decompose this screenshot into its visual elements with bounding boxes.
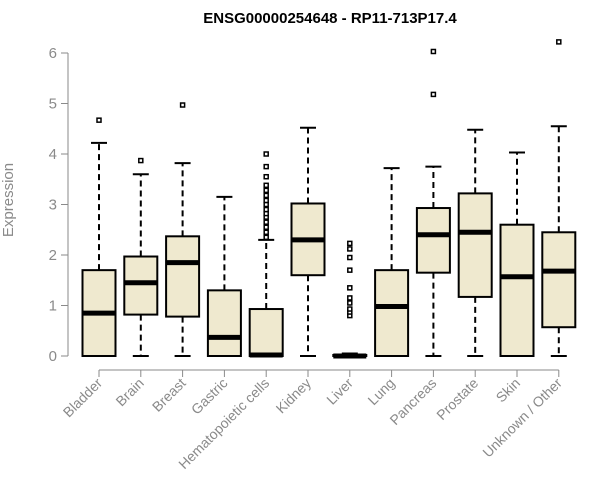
x-tick-label: Kidney [273,375,315,417]
outlier-point [263,224,269,230]
y-tick-label: 6 [49,45,57,62]
outlier-point [347,300,353,306]
outlier-point [263,173,269,180]
outlier-point [430,91,437,98]
outlier-point [347,285,353,291]
outlier-point [430,48,437,55]
outlier-point [263,197,269,204]
box-group-gastric [206,195,242,358]
box-iqr [374,269,410,357]
outlier-point [263,187,269,194]
outlier-point [347,246,353,252]
box-group-pancreas [415,48,451,357]
outlier-point [347,267,353,273]
box-iqr [123,255,159,316]
outlier-point [347,306,353,312]
box-group-skin [499,151,535,357]
box-group-brain [123,157,159,357]
x-tick-label: Bladder [60,375,106,421]
x-tick-label: Unknown / Other [479,375,565,461]
outlier-point [138,157,144,164]
plot-area [81,39,577,359]
outlier-point [263,163,269,170]
x-tick-label: Breast [149,375,189,415]
x-tick-label: Brain [112,375,146,409]
box-group-kidney [290,126,326,357]
box-iqr [165,235,201,318]
box-iqr [248,308,284,358]
box-iqr [541,231,577,329]
y-axis-label: Expression [0,163,17,237]
y-tick-label: 2 [49,247,57,264]
box-group-unknown-other [541,39,577,357]
box-group-liver [332,240,368,359]
y-tick-label: 0 [49,348,57,365]
box-iqr [415,207,451,274]
box-iqr [206,289,242,358]
chart-title: ENSG00000254648 - RP11-713P17.4 [203,10,457,27]
outlier-point [347,254,353,261]
box-iqr [457,192,493,298]
outlier-point [96,117,102,123]
outlier-point [263,182,269,189]
outlier-point [263,206,269,213]
x-tick-label: Prostate [433,375,481,423]
y-axis: 0 1 2 3 4 5 6 [49,45,69,365]
outlier-point [556,39,562,45]
outlier-point [179,102,186,108]
y-tick-label: 4 [49,146,57,163]
outlier-point [263,151,269,157]
box-iqr [499,223,535,357]
box-group-hematopoietic-cells [248,151,284,358]
x-tick-label: Skin [493,375,524,406]
x-tick-label: Lung [364,375,397,408]
box-group-lung [374,167,410,357]
box-group-breast [165,102,201,357]
x-tick-label: Liver [323,375,356,408]
y-tick-label: 1 [49,298,57,315]
outlier-point [263,234,269,241]
box-group-prostate [457,128,493,357]
y-tick-label: 5 [49,96,57,113]
outlier-point [263,219,269,225]
outlier-point [263,229,269,236]
outlier-point [263,192,269,199]
box-group-bladder [81,117,117,357]
outlier-point [347,240,353,247]
outlier-point [347,295,353,301]
y-tick-label: 3 [49,197,57,214]
